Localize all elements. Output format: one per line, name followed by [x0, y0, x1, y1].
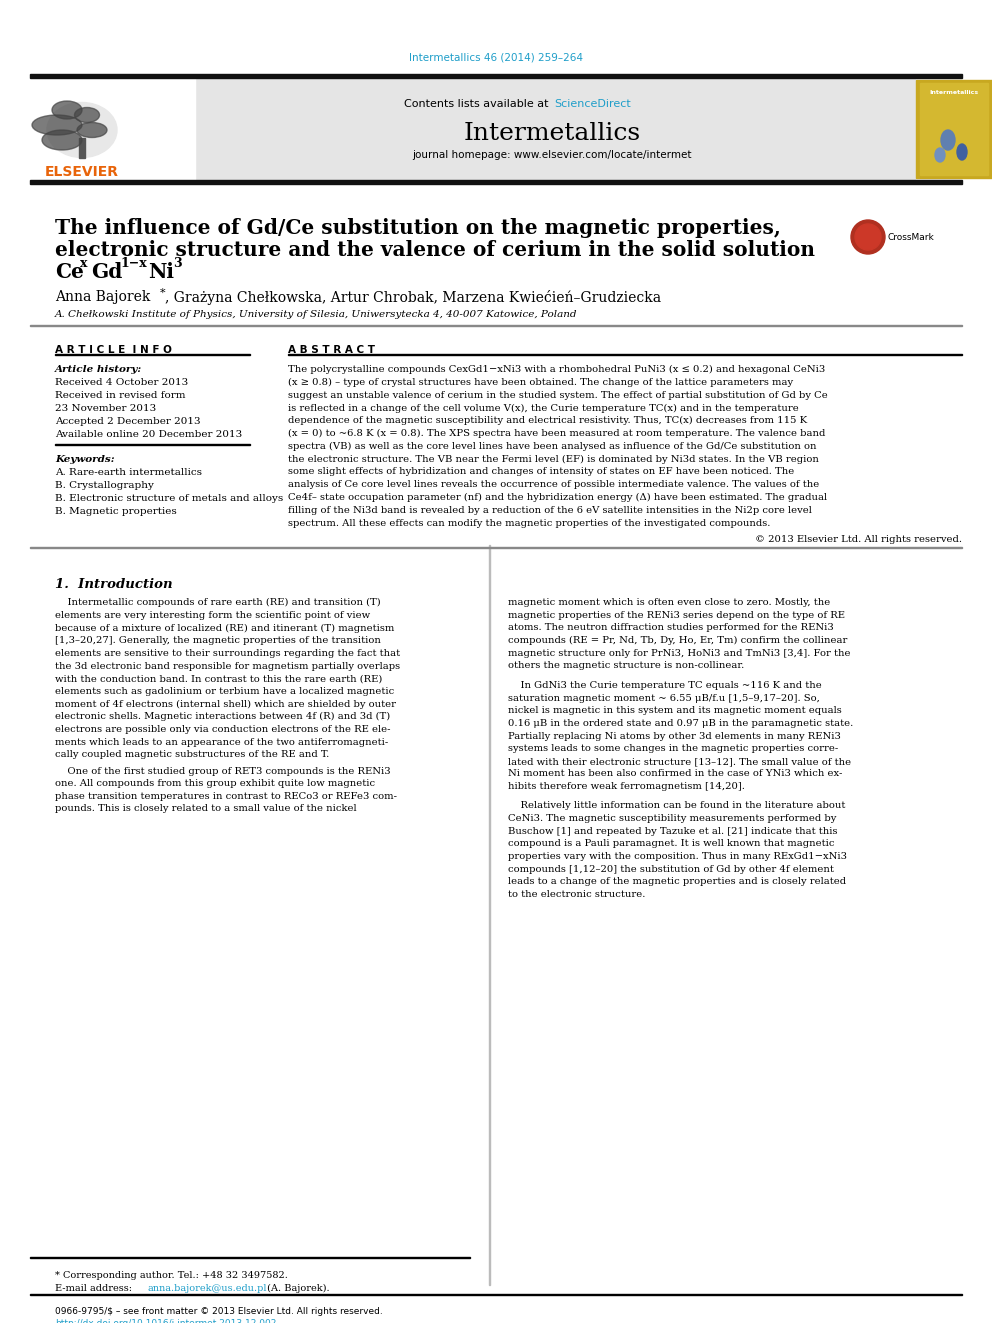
Text: Relatively little information can be found in the literature about
CeNi3. The ma: Relatively little information can be fou…: [508, 802, 847, 900]
Text: the electronic structure. The VB near the Fermi level (EF) is dominated by Ni3d : the electronic structure. The VB near th…: [288, 455, 818, 464]
Text: (x ≥ 0.8) – type of crystal structures have been obtained. The change of the lat: (x ≥ 0.8) – type of crystal structures h…: [288, 378, 794, 386]
Text: 0966-9795/$ – see front matter © 2013 Elsevier Ltd. All rights reserved.: 0966-9795/$ – see front matter © 2013 El…: [55, 1307, 383, 1316]
Text: * Corresponding author. Tel.: +48 32 3497582.: * Corresponding author. Tel.: +48 32 349…: [55, 1271, 288, 1279]
Text: The influence of Gd/Ce substitution on the magnetic properties,: The influence of Gd/Ce substitution on t…: [55, 218, 781, 238]
Text: anna.bajorek@us.edu.pl: anna.bajorek@us.edu.pl: [148, 1285, 268, 1293]
Bar: [195, 78, 915, 180]
Text: Ce: Ce: [55, 262, 84, 282]
Ellipse shape: [77, 123, 107, 138]
Text: dependence of the magnetic susceptibility and electrical resistivity. Thus, TC(x: dependence of the magnetic susceptibilit…: [288, 417, 807, 425]
Text: Intermetallic compounds of rare earth (RE) and transition (T)
elements are very : Intermetallic compounds of rare earth (R…: [55, 598, 400, 759]
Text: © 2013 Elsevier Ltd. All rights reserved.: © 2013 Elsevier Ltd. All rights reserved…: [755, 536, 962, 544]
Ellipse shape: [957, 144, 967, 160]
Text: Article history:: Article history:: [55, 365, 142, 374]
Circle shape: [851, 220, 885, 254]
Text: One of the first studied group of RET3 compounds is the RENi3
one. All compounds: One of the first studied group of RET3 c…: [55, 766, 397, 814]
Text: , Grażyna Chełkowska, Artur Chrobak, Marzena Kwiećień–Grudziecka: , Grażyna Chełkowska, Artur Chrobak, Mar…: [165, 290, 661, 306]
Bar: [30, 74, 962, 78]
Text: In GdNi3 the Curie temperature TC equals ~116 K and the
saturation magnetic mome: In GdNi3 the Curie temperature TC equals…: [508, 681, 853, 791]
Text: A. Rare-earth intermetallics: A. Rare-earth intermetallics: [55, 468, 202, 478]
Text: 1−x: 1−x: [120, 257, 147, 270]
Text: x: x: [80, 257, 87, 270]
Text: Keywords:: Keywords:: [55, 455, 115, 464]
Ellipse shape: [32, 115, 82, 135]
Text: B. Magnetic properties: B. Magnetic properties: [55, 507, 177, 516]
Text: Intermetallics: Intermetallics: [930, 90, 978, 95]
Text: CrossMark: CrossMark: [888, 233, 934, 242]
Ellipse shape: [941, 130, 955, 149]
Text: A. Chełkowski Institute of Physics, University of Silesia, Uniwersytecka 4, 40-0: A. Chełkowski Institute of Physics, Univ…: [55, 310, 577, 319]
Text: Accepted 2 December 2013: Accepted 2 December 2013: [55, 417, 200, 426]
Text: is reflected in a change of the cell volume V(x), the Curie temperature TC(x) an: is reflected in a change of the cell vol…: [288, 404, 799, 413]
Text: journal homepage: www.elsevier.com/locate/intermet: journal homepage: www.elsevier.com/locat…: [413, 149, 691, 160]
Ellipse shape: [42, 130, 82, 149]
Text: Anna Bajorek: Anna Bajorek: [55, 290, 151, 304]
Text: electronic structure and the valence of cerium in the solid solution: electronic structure and the valence of …: [55, 239, 815, 261]
Bar: [30, 180, 962, 184]
Ellipse shape: [935, 148, 945, 161]
Text: http://dx.doi.org/10.1016/j.intermet.2013.12.002: http://dx.doi.org/10.1016/j.intermet.201…: [55, 1319, 277, 1323]
Text: filling of the Ni3d band is revealed by a reduction of the 6 eV satellite intens: filling of the Ni3d band is revealed by …: [288, 505, 811, 515]
Text: Intermetallics: Intermetallics: [463, 122, 641, 146]
Text: spectra (VB) as well as the core level lines have been analysed as influence of : spectra (VB) as well as the core level l…: [288, 442, 816, 451]
Text: Received 4 October 2013: Received 4 October 2013: [55, 378, 188, 388]
Text: Ni: Ni: [148, 262, 174, 282]
Text: ✓: ✓: [862, 229, 874, 243]
Ellipse shape: [52, 101, 82, 119]
Ellipse shape: [74, 107, 99, 123]
Circle shape: [855, 224, 881, 250]
Text: 3: 3: [173, 257, 182, 270]
Text: some slight effects of hybridization and changes of intensity of states on EF ha: some slight effects of hybridization and…: [288, 467, 795, 476]
Text: ELSEVIER: ELSEVIER: [45, 165, 119, 179]
Bar: [79, 138, 85, 157]
Text: (A. Bajorek).: (A. Bajorek).: [264, 1285, 329, 1293]
Text: A B S T R A C T: A B S T R A C T: [288, 345, 375, 355]
Text: suggest an unstable valence of cerium in the studied system. The effect of parti: suggest an unstable valence of cerium in…: [288, 390, 827, 400]
Bar: [30, 78, 195, 180]
Text: spectrum. All these effects can modify the magnetic properties of the investigat: spectrum. All these effects can modify t…: [288, 519, 771, 528]
Text: ScienceDirect: ScienceDirect: [554, 99, 631, 108]
Text: E-mail address:: E-mail address:: [55, 1285, 135, 1293]
Text: B. Electronic structure of metals and alloys: B. Electronic structure of metals and al…: [55, 493, 284, 503]
Bar: [916, 79, 992, 179]
Text: B. Crystallography: B. Crystallography: [55, 482, 154, 490]
Text: Available online 20 December 2013: Available online 20 December 2013: [55, 430, 242, 439]
Text: *: *: [160, 288, 166, 298]
Text: 1.  Introduction: 1. Introduction: [55, 578, 173, 591]
Text: A R T I C L E  I N F O: A R T I C L E I N F O: [55, 345, 172, 355]
Text: 23 November 2013: 23 November 2013: [55, 404, 157, 413]
Text: Ce4f– state occupation parameter (nf) and the hybridization energy (Δ) have been: Ce4f– state occupation parameter (nf) an…: [288, 493, 827, 503]
Text: The polycrystalline compounds CexGd1−xNi3 with a rhombohedral PuNi3 (x ≤ 0.2) an: The polycrystalline compounds CexGd1−xNi…: [288, 365, 825, 374]
Bar: [920, 83, 988, 175]
Text: Gd: Gd: [91, 262, 122, 282]
Text: magnetic moment which is often even close to zero. Mostly, the
magnetic properti: magnetic moment which is often even clos…: [508, 598, 850, 671]
Text: Received in revised form: Received in revised form: [55, 392, 186, 400]
Text: Intermetallics 46 (2014) 259–264: Intermetallics 46 (2014) 259–264: [409, 52, 583, 62]
Text: analysis of Ce core level lines reveals the occurrence of possible intermediate : analysis of Ce core level lines reveals …: [288, 480, 819, 490]
Text: Contents lists available at: Contents lists available at: [404, 99, 552, 108]
Ellipse shape: [47, 102, 117, 157]
Text: (x = 0) to ~6.8 K (x = 0.8). The XPS spectra have been measured at room temperat: (x = 0) to ~6.8 K (x = 0.8). The XPS spe…: [288, 429, 825, 438]
